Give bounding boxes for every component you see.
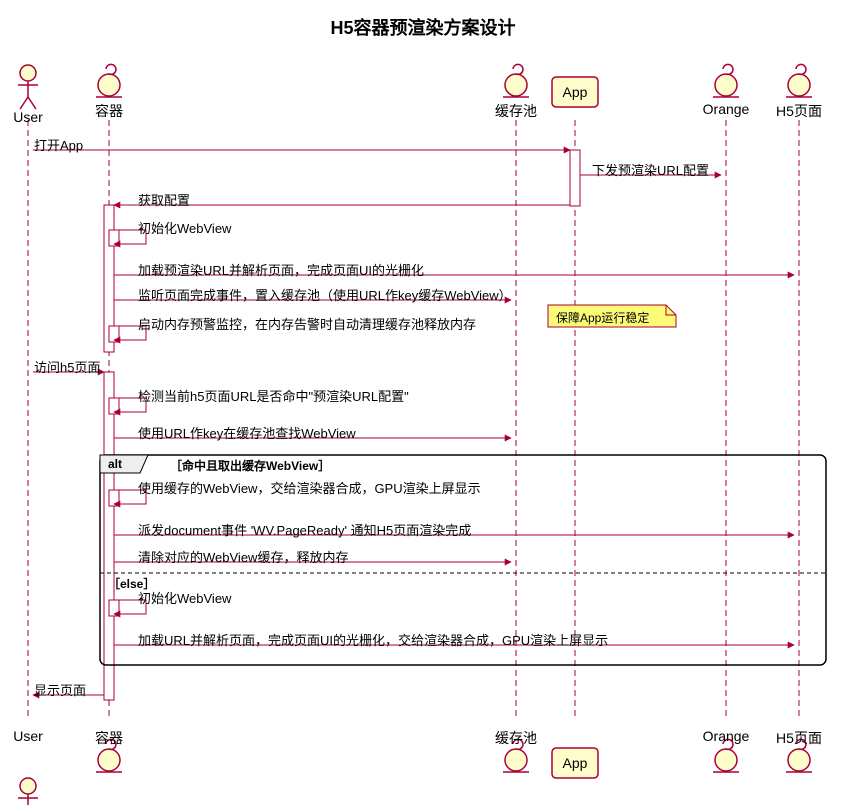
alt-label: alt	[108, 457, 122, 471]
participant-label: H5页面	[776, 728, 822, 748]
alt-condition: ［命中且取出缓存WebView］	[170, 457, 330, 474]
message-label: 启动内存预警监控，在内存告警时自动清理缓存池释放内存	[138, 314, 476, 333]
message-label: 使用缓存的WebView，交给渲染器合成，GPU渲染上屏显示	[138, 478, 481, 497]
message-label: 访问h5页面	[34, 357, 100, 376]
participant-label: Orange	[703, 101, 750, 117]
note-label: 保障App运行稳定	[556, 309, 649, 326]
message-label: 派发document事件 'WV.PageReady' 通知H5页面渲染完成	[138, 520, 471, 539]
participant-label: User	[13, 728, 43, 744]
message-label: 初始化WebView	[138, 588, 231, 607]
participant-label: User	[13, 109, 43, 125]
message-label: 加载预渲染URL并解析页面，完成页面UI的光栅化	[138, 260, 424, 279]
diagram-title: H5容器预渲染方案设计	[0, 14, 846, 40]
message-label: 显示页面	[34, 680, 86, 699]
message-label: 清除对应的WebView缓存，释放内存	[138, 547, 348, 566]
participant-label: H5页面	[776, 101, 822, 121]
participant-label: App	[563, 755, 588, 771]
participant-label: 缓存池	[495, 101, 537, 121]
message-label: 使用URL作key在缓存池查找WebView	[138, 423, 356, 442]
message-label: 检测当前h5页面URL是否命中"预渲染URL配置"	[138, 386, 409, 405]
participant-label: App	[563, 84, 588, 100]
participant-label: 容器	[95, 101, 123, 121]
message-label: 初始化WebView	[138, 218, 231, 237]
sequence-diagram-canvas	[0, 0, 846, 805]
message-label: 下发预渲染URL配置	[592, 160, 709, 179]
message-label: 获取配置	[138, 190, 190, 209]
participant-label: 缓存池	[495, 728, 537, 748]
message-label: 监听页面完成事件，置入缓存池（使用URL作key缓存WebView）	[138, 285, 512, 304]
participant-label: Orange	[703, 728, 750, 744]
participant-label: 容器	[95, 728, 123, 748]
message-label: 打开App	[34, 135, 83, 154]
message-label: 加载URL并解析页面，完成页面UI的光栅化，交给渲染器合成，GPU渲染上屏显示	[138, 630, 608, 649]
